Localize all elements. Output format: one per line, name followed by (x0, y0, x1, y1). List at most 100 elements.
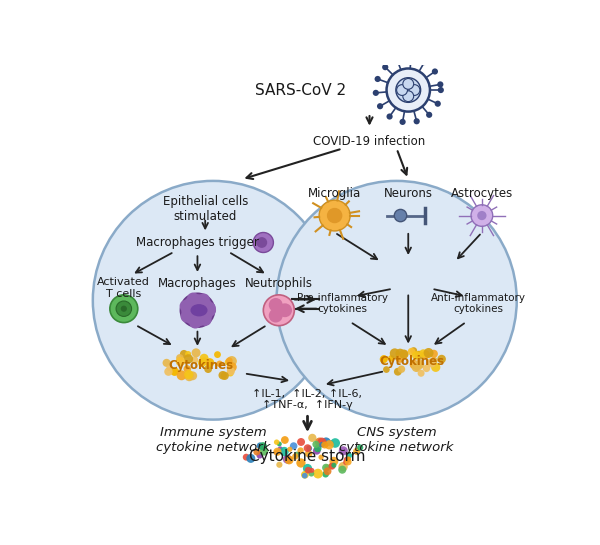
Point (184, 370, 194, 379)
Point (255, 451, 265, 459)
Circle shape (434, 101, 441, 107)
Text: COVID-19 infection: COVID-19 infection (313, 135, 425, 148)
Point (303, 444, 313, 452)
Point (275, 440, 284, 449)
Point (197, 359, 207, 367)
Point (431, 363, 440, 372)
Point (275, 445, 285, 453)
Point (414, 361, 424, 370)
Circle shape (93, 181, 333, 420)
Point (162, 359, 172, 367)
Circle shape (471, 205, 493, 226)
Point (226, 369, 235, 378)
Circle shape (394, 57, 400, 63)
Circle shape (263, 295, 295, 326)
Point (395, 349, 405, 358)
Point (414, 351, 424, 360)
Point (190, 355, 199, 364)
Point (412, 362, 422, 371)
Point (386, 354, 396, 363)
Point (390, 349, 400, 358)
Point (176, 357, 185, 366)
Circle shape (253, 233, 274, 252)
Point (284, 456, 294, 464)
Point (203, 365, 213, 373)
Point (258, 442, 268, 451)
Circle shape (181, 293, 215, 327)
Circle shape (426, 112, 432, 118)
Point (321, 470, 331, 479)
Point (427, 359, 436, 367)
Point (329, 461, 338, 470)
Point (304, 449, 313, 458)
Point (379, 354, 389, 363)
Point (316, 453, 326, 462)
Point (212, 350, 222, 359)
Point (395, 354, 405, 362)
Point (342, 456, 352, 464)
Point (329, 457, 338, 465)
Point (182, 365, 192, 373)
Circle shape (327, 208, 343, 223)
Point (341, 458, 351, 467)
Circle shape (413, 118, 420, 124)
Circle shape (477, 211, 487, 220)
Circle shape (110, 295, 138, 323)
Ellipse shape (190, 304, 208, 317)
Point (215, 360, 224, 368)
Point (308, 433, 317, 442)
Point (313, 444, 323, 453)
Point (218, 371, 227, 380)
Circle shape (386, 113, 392, 119)
Point (177, 371, 187, 380)
Circle shape (394, 209, 407, 222)
Circle shape (187, 293, 199, 305)
Point (326, 439, 335, 447)
Text: Cytokines: Cytokines (169, 359, 234, 372)
Circle shape (189, 316, 202, 329)
Point (296, 459, 306, 468)
Point (280, 435, 290, 444)
Point (322, 438, 331, 446)
Point (227, 357, 236, 366)
Point (241, 453, 251, 462)
Text: SARS-CoV 2: SARS-CoV 2 (255, 82, 346, 98)
Point (285, 445, 295, 453)
Point (399, 350, 409, 359)
Circle shape (400, 119, 406, 125)
Point (184, 350, 193, 359)
Text: Macrophages trigger: Macrophages trigger (136, 237, 259, 250)
Point (289, 441, 298, 450)
Point (290, 452, 300, 461)
Text: Astrocytes: Astrocytes (451, 187, 513, 200)
Text: Activated
T cells: Activated T cells (97, 277, 150, 299)
Text: Epithelial cells
stimulated: Epithelial cells stimulated (163, 195, 248, 223)
Circle shape (203, 302, 216, 314)
Point (175, 353, 185, 362)
Point (419, 349, 428, 358)
Point (399, 350, 409, 359)
Point (224, 356, 234, 365)
Circle shape (377, 103, 383, 110)
Point (227, 363, 236, 372)
Point (283, 455, 292, 463)
Point (317, 438, 327, 446)
Circle shape (181, 310, 193, 323)
Point (338, 462, 348, 471)
Point (326, 462, 336, 470)
Circle shape (278, 304, 292, 317)
Point (300, 470, 310, 479)
Point (327, 462, 337, 470)
Point (296, 438, 306, 446)
Circle shape (373, 90, 379, 96)
Point (323, 467, 332, 476)
Text: Microglia: Microglia (308, 187, 361, 200)
Point (407, 347, 416, 356)
Point (303, 464, 313, 473)
Point (331, 439, 340, 447)
Text: Anti-inflammatory
cytokines: Anti-inflammatory cytokines (431, 293, 526, 314)
Text: Neutrophils: Neutrophils (245, 277, 313, 290)
Point (205, 358, 215, 367)
Circle shape (374, 76, 381, 82)
Point (246, 454, 256, 463)
